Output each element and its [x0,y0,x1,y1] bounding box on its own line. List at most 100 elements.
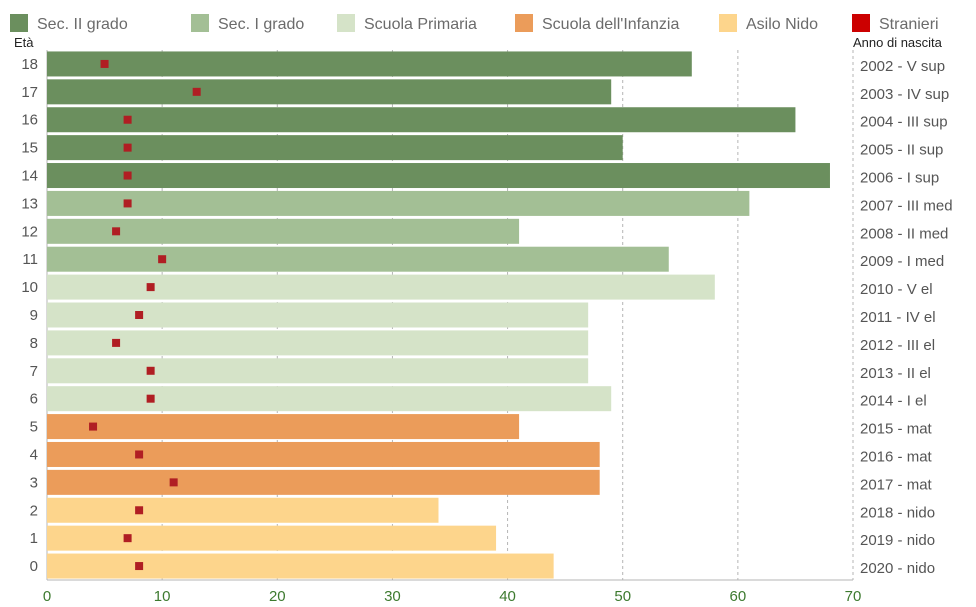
legend-label-5: Stranieri [879,16,939,33]
birth-year-label-15: 2005 - II sup [860,142,943,159]
birth-year-label-7: 2013 - II el [860,365,931,382]
legend-swatch-3 [515,14,533,32]
bars [47,51,830,579]
age-label-1: 1 [30,530,38,547]
birth-year-label-4: 2016 - mat [860,448,933,465]
age-label-8: 8 [30,335,38,352]
birth-year-label-14: 2006 - I sup [860,170,939,187]
age-label-18: 18 [21,56,38,73]
birth-year-label-2: 2018 - nido [860,504,935,521]
stranieri-marker-age-5 [89,422,98,431]
bar-age-17 [47,79,612,105]
stranieri-marker-age-0 [135,562,144,571]
birth-year-label-11: 2009 - I med [860,253,944,270]
bar-age-1 [47,525,497,551]
bar-age-0 [47,553,554,579]
birth-year-label-12: 2008 - II med [860,225,948,242]
legend-swatch-4 [719,14,737,32]
bar-age-2 [47,497,439,523]
age-label-7: 7 [30,363,38,380]
birth-year-label-9: 2011 - IV el [860,309,936,326]
bar-age-6 [47,386,612,412]
x-axis: 0 10 20 30 40 50 60 70 [43,579,862,605]
age-label-4: 4 [30,446,38,463]
stranieri-marker-age-10 [146,283,155,292]
birth-year-label-10: 2010 - V el [860,281,933,298]
stranieri-marker-age-8 [112,338,121,347]
x-tick-label-7: 70 [845,588,862,605]
y-axis-right-label: Anno di nascita [853,35,943,50]
x-tick-label-4: 40 [499,588,516,605]
stranieri-marker-age-6 [146,394,155,403]
bar-age-9 [47,302,589,328]
birth-year-label-18: 2002 - V sup [860,58,945,75]
legend-label-4: Asilo Nido [746,16,818,33]
legend-swatch-0 [10,14,28,32]
birth-year-label-16: 2004 - III sup [860,114,948,131]
stranieri-marker-age-3 [169,478,178,487]
legend-swatch-5 [852,14,870,32]
legend-swatch-2 [337,14,355,32]
bar-age-15 [47,135,623,161]
age-label-0: 0 [30,558,38,575]
bar-age-12 [47,218,520,244]
birth-year-label-5: 2015 - mat [860,421,933,438]
legend-swatch-1 [191,14,209,32]
birth-year-label-17: 2003 - IV sup [860,86,949,103]
stranieri-marker-age-7 [146,366,155,375]
x-tick-label-3: 30 [384,588,401,605]
age-label-15: 15 [21,140,38,157]
stranieri-marker-age-1 [123,534,132,543]
age-label-17: 17 [21,84,38,101]
bar-age-18 [47,51,692,77]
legend-label-0: Sec. II grado [37,16,128,33]
age-label-14: 14 [21,168,38,185]
age-label-13: 13 [21,195,38,212]
birth-year-label-1: 2019 - nido [860,532,935,549]
bar-age-14 [47,163,830,189]
legend-label-3: Scuola dell'Infanzia [542,16,679,33]
age-label-12: 12 [21,223,38,240]
bar-age-3 [47,469,600,495]
stranieri-marker-age-9 [135,311,144,319]
birth-year-label-8: 2012 - III el [860,337,935,354]
legend-label-1: Sec. I grado [218,16,304,33]
age-label-2: 2 [30,502,38,519]
bar-age-4 [47,441,600,467]
age-label-6: 6 [30,391,38,408]
x-tick-label-5: 50 [614,588,631,605]
stranieri-marker-age-17 [192,87,201,96]
birth-year-labels: 2002 - V sup 2003 - IV sup 2004 - III sup 2… [860,58,953,577]
stranieri-marker-age-18 [100,59,109,68]
birth-year-label-13: 2007 - III med [860,197,953,214]
stranieri-marker-age-15 [123,143,132,152]
stranieri-marker-age-12 [112,227,121,236]
stranieri-marker-age-11 [158,255,167,264]
stranieri-marker-age-14 [123,171,132,180]
bar-age-16 [47,107,796,133]
age-label-9: 9 [30,307,38,324]
age-label-3: 3 [30,474,38,491]
x-tick-label-0: 0 [43,588,51,605]
x-tick-label-1: 10 [154,588,171,605]
bar-age-7 [47,358,589,384]
x-tick-label-6: 60 [730,588,747,605]
birth-year-label-0: 2020 - nido [860,560,935,577]
bar-age-11 [47,246,669,272]
legend: Sec. II grado Sec. I grado Scuola Primaria… [10,14,939,33]
stranieri-marker-age-16 [123,115,132,124]
legend-label-2: Scuola Primaria [364,16,477,33]
age-label-11: 11 [22,251,38,268]
y-axis-left-label: Età [14,35,34,50]
bar-age-10 [47,274,715,300]
birth-year-label-6: 2014 - I el [860,393,927,410]
birth-year-label-3: 2017 - mat [860,476,933,493]
bar-age-13 [47,190,750,216]
bar-age-5 [47,414,520,440]
stranieri-markers [89,59,201,571]
x-tick-label-2: 20 [269,588,286,605]
age-label-10: 10 [21,279,38,296]
stranieri-marker-age-2 [135,506,144,515]
